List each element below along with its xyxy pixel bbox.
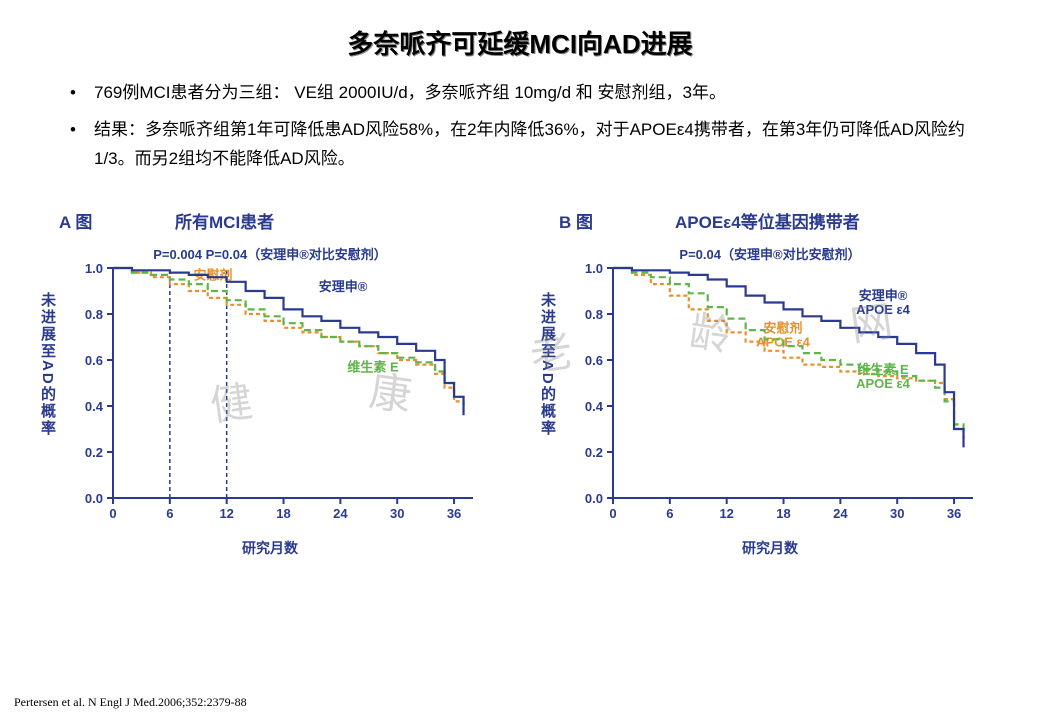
svg-text:0.4: 0.4	[85, 399, 104, 414]
panel-b-ylabel: 未进展至AD的概率	[537, 292, 558, 437]
svg-text:12: 12	[719, 506, 733, 521]
svg-text:24: 24	[833, 506, 848, 521]
panel-b-xlabel: 研究月数	[555, 538, 985, 558]
svg-text:0.8: 0.8	[585, 307, 603, 322]
svg-text:安理申®: 安理申®	[859, 288, 908, 303]
svg-text:0: 0	[609, 506, 616, 521]
svg-text:18: 18	[276, 506, 290, 521]
svg-text:24: 24	[333, 506, 348, 521]
page-title: 多奈哌齐可延缓MCI向AD进展	[0, 0, 1040, 61]
svg-text:36: 36	[447, 506, 461, 521]
svg-text:1.0: 1.0	[585, 261, 603, 276]
bullet-item: 结果：多奈哌齐组第1年可降低患AD风险58%，在2年内降低36%，对于APOEε…	[70, 116, 980, 174]
citation: Pertersen et al. N Engl J Med.2006;352:2…	[14, 695, 247, 710]
svg-text:0.2: 0.2	[585, 445, 603, 460]
svg-text:0.6: 0.6	[585, 353, 603, 368]
svg-text:18: 18	[776, 506, 790, 521]
svg-text:6: 6	[166, 506, 173, 521]
svg-text:APOE ε4: APOE ε4	[856, 375, 911, 390]
svg-text:30: 30	[390, 506, 404, 521]
svg-text:APOE ε4: APOE ε4	[856, 302, 911, 317]
bullet-list: 769例MCI患者分为三组： VE组 2000IU/d，多奈哌齐组 10mg/d…	[0, 61, 1040, 174]
svg-text:0.2: 0.2	[85, 445, 103, 460]
svg-text:0.4: 0.4	[585, 399, 604, 414]
panel-b: B 图 APOEε4等位基因携带者 P=0.04（安理申®对比安慰剂） 未进展至…	[555, 212, 985, 558]
svg-text:安理申®: 安理申®	[319, 279, 368, 294]
svg-text:0.6: 0.6	[85, 353, 103, 368]
panel-b-title: APOEε4等位基因携带者	[675, 208, 860, 233]
svg-text:0.0: 0.0	[585, 491, 603, 506]
svg-text:维生素 E: 维生素 E	[347, 359, 399, 374]
bullet-item: 769例MCI患者分为三组： VE组 2000IU/d，多奈哌齐组 10mg/d…	[70, 79, 980, 108]
svg-text:30: 30	[890, 506, 904, 521]
svg-text:12: 12	[219, 506, 233, 521]
svg-text:0.8: 0.8	[85, 307, 103, 322]
svg-text:0.0: 0.0	[85, 491, 103, 506]
panel-a-xlabel: 研究月数	[55, 538, 485, 558]
svg-text:36: 36	[947, 506, 961, 521]
svg-text:0: 0	[109, 506, 116, 521]
charts-row: A 图 所有MCI患者 P=0.004 P=0.04（安理申®对比安慰剂） 未进…	[0, 182, 1040, 558]
svg-text:6: 6	[666, 506, 673, 521]
panel-b-pvals: P=0.04（安理申®对比安慰剂）	[555, 244, 985, 263]
panel-a-ylabel: 未进展至AD的概率	[37, 292, 58, 437]
svg-text:维生素 E: 维生素 E	[857, 361, 909, 376]
svg-text:1.0: 1.0	[85, 261, 103, 276]
panel-a-pvals: P=0.004 P=0.04（安理申®对比安慰剂）	[55, 244, 485, 263]
svg-text:安慰剂: 安慰剂	[763, 320, 802, 335]
panel-a: A 图 所有MCI患者 P=0.004 P=0.04（安理申®对比安慰剂） 未进…	[55, 212, 485, 558]
panel-b-label: B 图	[559, 208, 593, 233]
panel-a-label: A 图	[59, 208, 92, 233]
panel-a-title: 所有MCI患者	[175, 208, 274, 233]
